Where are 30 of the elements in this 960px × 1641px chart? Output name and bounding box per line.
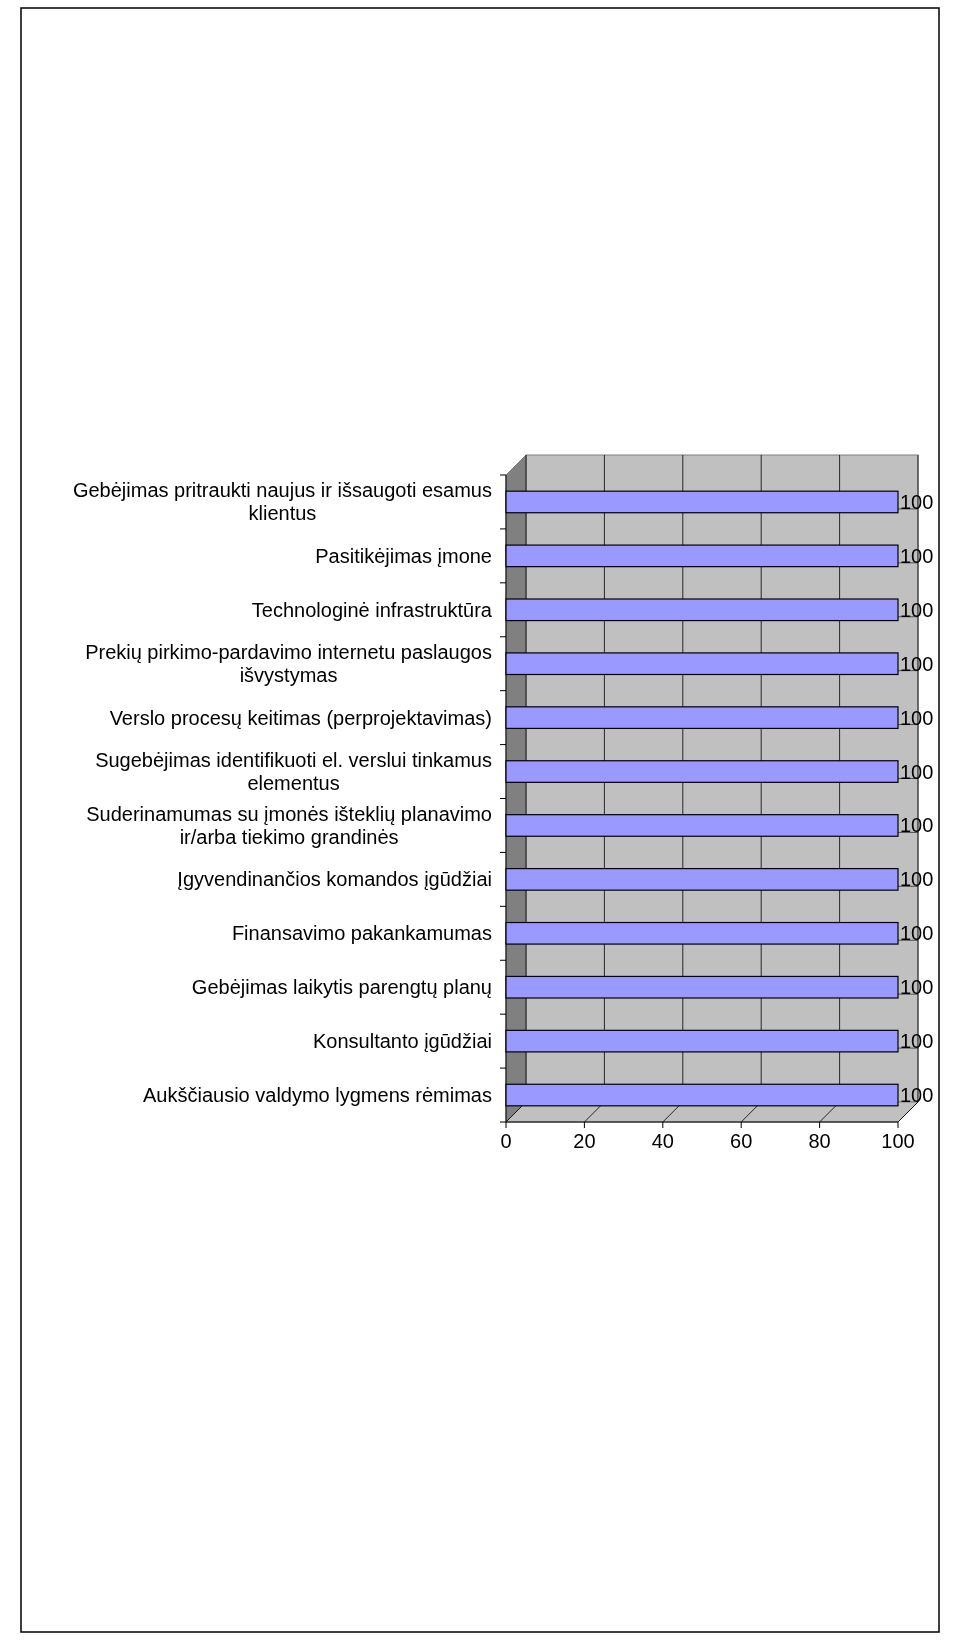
y-tick-label: Sugebėjimas identifikuoti el. verslui tinkamus elementus [95, 749, 492, 795]
data-label: 100 [900, 922, 934, 945]
data-label: 100 [900, 976, 934, 999]
data-label: 100 [900, 706, 934, 729]
y-tick-label: Finansavimo pakankamumas [231, 922, 492, 945]
x-tick-label: 20 [573, 1130, 596, 1152]
data-label: 100 [900, 760, 934, 783]
data-label: 100 [900, 814, 934, 837]
y-tick-label: Aukščiausio valdymo lygmens rėmimas [142, 1084, 493, 1107]
y-tick-label: Įgyvendinančios komandos įgūdžiai [177, 868, 492, 891]
y-tick-label: Gebėjimas pritraukti naujus ir išsaugoti esamus klientus [72, 479, 492, 525]
x-tick-label: 100 [881, 1130, 915, 1152]
y-tick-label: Suderinamumas su įmonės išteklių planavimo ir/arba tiekimo grandinės [86, 802, 492, 848]
x-tick-label: 80 [808, 1130, 831, 1152]
y-tick-label: Konsultanto įgūdžiai [312, 1030, 492, 1053]
x-tick-label: 40 [651, 1130, 674, 1152]
y-tick-label: Verslo procesų keitimas (perprojektavimas) [109, 706, 493, 729]
y-tick-label: Technologinė infrastruktūra [251, 598, 493, 621]
data-label: 100 [900, 598, 934, 621]
y-tick-label: Pasitikėjimas įmone [315, 544, 492, 567]
data-label: 100 [900, 652, 934, 675]
x-tick-label: 0 [500, 1130, 512, 1152]
data-label: 100 [900, 544, 934, 567]
y-tick-label: Prekių pirkimo-pardavimo internetu paslaugos išvystymas [85, 641, 492, 687]
y-tick-label: Gebėjimas laikytis parengtų planų [191, 976, 492, 999]
x-tick-label: 60 [730, 1130, 753, 1152]
data-label: 100 [900, 1084, 934, 1107]
data-label: 100 [900, 1030, 934, 1053]
data-label: 100 [900, 490, 934, 513]
data-label: 100 [900, 868, 934, 891]
